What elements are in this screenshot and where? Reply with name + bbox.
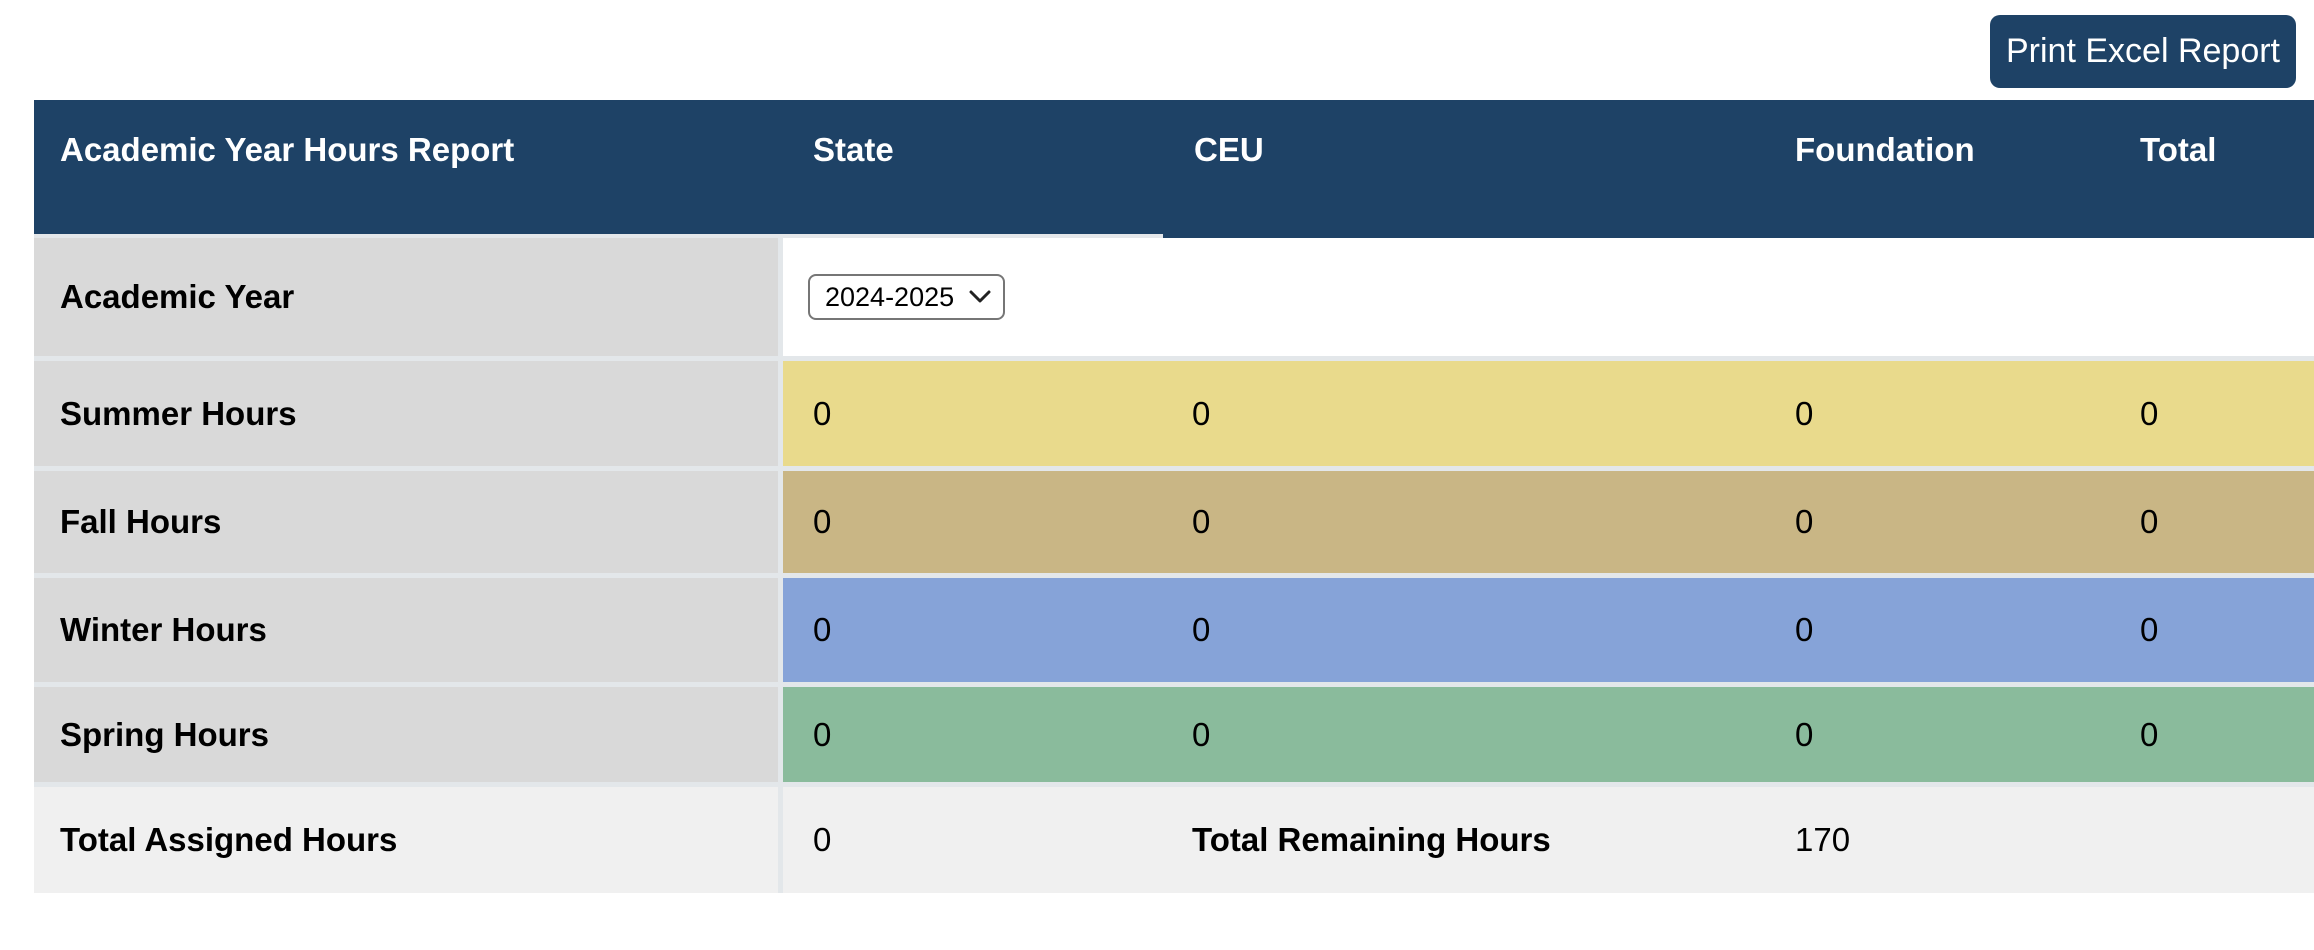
row-label-winter: Winter Hours [34, 578, 778, 682]
academic-year-select[interactable]: 2024-2025 [808, 274, 1005, 320]
summer-foundation-value: 0 [1795, 394, 1814, 432]
row-band-winter: 0 0 0 0 [783, 578, 2314, 682]
fall-total-value: 0 [2140, 503, 2159, 540]
academic-year-label: Academic Year [34, 238, 778, 356]
table-row-totals: Total Assigned Hours 0 Total Remaining H… [34, 787, 2314, 893]
table-title: Academic Year Hours Report [60, 131, 515, 168]
row-label-spring: Spring Hours [34, 687, 778, 782]
fall-ceu-value: 0 [1192, 503, 1211, 540]
row-label-fall: Fall Hours [34, 471, 778, 573]
spring-state-value: 0 [813, 715, 832, 753]
row-band-fall: 0 0 0 0 [783, 471, 2314, 573]
academic-year-band: 2024-2025 [783, 238, 2314, 356]
total-assigned-hours-value: 0 [813, 821, 832, 858]
winter-total-value: 0 [2140, 611, 2159, 648]
print-excel-report-button[interactable]: Print Excel Report [1990, 15, 2296, 88]
spring-total-value: 0 [2140, 715, 2159, 753]
total-remaining-hours-value: 170 [1795, 821, 1851, 858]
fall-state-value: 0 [813, 503, 832, 540]
academic-year-row: Academic Year 2024-2025 [34, 238, 2314, 356]
fall-foundation-value: 0 [1795, 503, 1814, 540]
total-assigned-hours-label: Total Assigned Hours [34, 787, 778, 893]
winter-state-value: 0 [813, 611, 832, 648]
column-header-foundation: Foundation [1795, 131, 1975, 168]
total-remaining-hours-label: Total Remaining Hours [1192, 821, 1551, 858]
row-band-spring: 0 0 0 0 [783, 687, 2314, 782]
table-header-row: Academic Year Hours Report State CEU Fou… [34, 100, 2314, 238]
summer-total-value: 0 [2140, 394, 2159, 432]
column-header-total: Total [2140, 131, 2217, 168]
table-row-summer: Summer Hours 0 0 0 0 [34, 361, 2314, 466]
column-header-state: State [813, 131, 894, 168]
spring-foundation-value: 0 [1795, 715, 1814, 753]
academic-year-select-wrapper: 2024-2025 [808, 274, 1005, 320]
row-label-summer: Summer Hours [34, 361, 778, 466]
column-header-ceu: CEU [1194, 131, 1264, 168]
winter-foundation-value: 0 [1795, 611, 1814, 648]
summer-state-value: 0 [813, 394, 832, 432]
row-band-summer: 0 0 0 0 [783, 361, 2314, 466]
hours-report-table: Academic Year Hours Report State CEU Fou… [34, 100, 2314, 893]
header-divider [34, 234, 1163, 238]
table-row-spring: Spring Hours 0 0 0 0 [34, 687, 2314, 782]
summer-ceu-value: 0 [1192, 394, 1211, 432]
spring-ceu-value: 0 [1192, 715, 1211, 753]
totals-band: 0 Total Remaining Hours 170 [783, 787, 2314, 893]
table-row-winter: Winter Hours 0 0 0 0 [34, 578, 2314, 682]
winter-ceu-value: 0 [1192, 611, 1211, 648]
table-row-fall: Fall Hours 0 0 0 0 [34, 471, 2314, 573]
